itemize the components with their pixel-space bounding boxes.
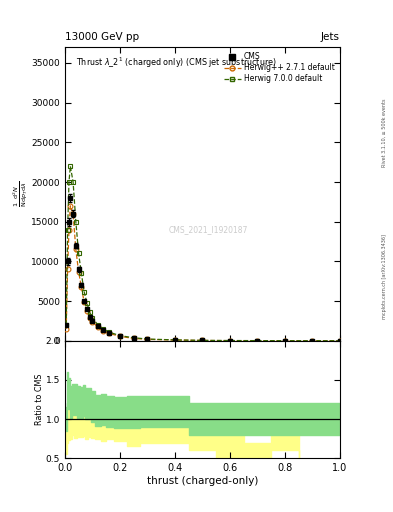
X-axis label: thrust (charged-only): thrust (charged-only): [147, 476, 258, 486]
Text: Thrust $\lambda\_2^1$ (charged only) (CMS jet substructure): Thrust $\lambda\_2^1$ (charged only) (CM…: [76, 56, 277, 70]
Text: Jets: Jets: [321, 32, 340, 42]
Legend: CMS, Herwig++ 2.7.1 default, Herwig 7.0.0 default: CMS, Herwig++ 2.7.1 default, Herwig 7.0.…: [222, 51, 336, 85]
Text: mcplots.cern.ch [arXiv:1306.3436]: mcplots.cern.ch [arXiv:1306.3436]: [382, 234, 387, 319]
Text: CMS_2021_I1920187: CMS_2021_I1920187: [168, 225, 248, 233]
Text: 13000 GeV pp: 13000 GeV pp: [65, 32, 139, 42]
Y-axis label: Ratio to CMS: Ratio to CMS: [35, 374, 44, 425]
Y-axis label: $\frac{1}{\mathrm{N}} \frac{\mathrm{d}^2 N}{\mathrm{d} p_T \mathrm{d} \lambda}$: $\frac{1}{\mathrm{N}} \frac{\mathrm{d}^2…: [11, 181, 30, 207]
Text: Rivet 3.1.10, ≥ 500k events: Rivet 3.1.10, ≥ 500k events: [382, 99, 387, 167]
